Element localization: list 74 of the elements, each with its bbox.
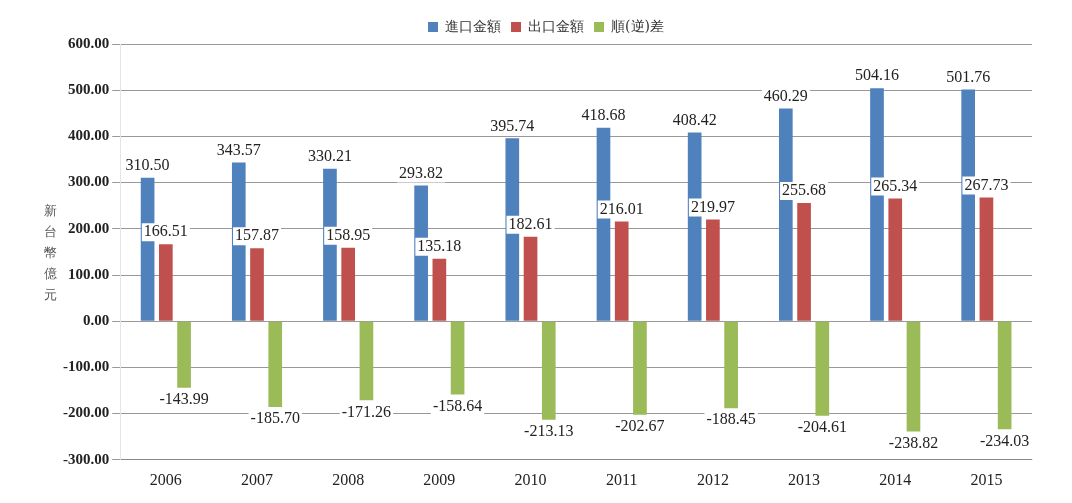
data-label: 219.97 [690,197,735,215]
y-tick-label: 200.00 [68,219,110,236]
data-label: 157.87 [235,226,280,244]
bar [268,321,283,407]
x-tick-label: 2015 [970,470,1003,488]
data-label: -202.67 [615,417,665,435]
data-label: 182.61 [508,215,553,233]
y-tick-label: 0.00 [83,312,110,329]
x-tick-label: 2009 [423,470,456,488]
bar [541,321,556,420]
data-label: 216.01 [599,199,644,217]
bar [432,258,447,321]
data-label: -188.45 [706,410,756,428]
y-tick-label: 300.00 [68,173,110,190]
data-label: 255.68 [782,181,827,199]
data-label: 343.57 [216,140,261,158]
data-label: 330.21 [307,146,352,164]
x-tick-label: 2014 [879,470,912,488]
bar [997,321,1012,430]
bar [633,321,647,415]
data-label: 501.76 [946,67,991,85]
x-tick-label: 2007 [241,470,274,488]
x-tick-label: 2008 [332,470,365,488]
y-tick-label: -300.00 [63,450,110,467]
legend-label: 出口金額 [528,17,585,34]
y-axis-title: 新台幣億元 [42,202,58,304]
bar [177,321,191,388]
bar [906,321,921,432]
bar [341,247,356,321]
data-label: 460.29 [763,86,808,104]
data-label: 408.42 [672,110,717,128]
data-label: -213.13 [524,421,574,439]
data-label: 166.51 [143,222,188,240]
data-label: 293.82 [399,163,444,181]
data-label: 310.50 [125,155,170,173]
data-label: 395.74 [490,116,535,134]
bar [797,203,811,321]
data-label: 418.68 [581,105,626,123]
bar [450,321,465,395]
bar [159,244,173,321]
x-tick-label: 2010 [514,470,547,488]
data-label: 158.95 [326,225,371,243]
data-label: -185.70 [250,409,300,427]
data-label: -143.99 [159,389,209,407]
bar [888,198,903,321]
data-label: -158.64 [432,396,483,414]
data-label: 265.34 [873,176,918,194]
y-tick-label: 600.00 [68,34,110,51]
bar [359,321,374,401]
y-tick-label: 500.00 [68,81,110,98]
data-label: 504.16 [855,66,899,84]
y-tick-label: -200.00 [63,404,110,421]
data-label: 267.73 [964,175,1009,193]
y-tick-label: 100.00 [68,265,110,282]
data-label: 135.18 [417,236,462,254]
legend-label: 進口金額 [445,17,502,34]
x-tick-label: 2006 [149,470,182,488]
y-tick-label: 400.00 [68,127,110,144]
data-label: -171.26 [341,402,392,420]
bar [250,248,264,321]
x-tick-label: 2012 [696,470,729,488]
x-tick-label: 2013 [788,470,821,488]
x-tick-label: 2011 [606,470,638,488]
bar [706,219,720,321]
bar [614,221,629,321]
bar [724,321,738,409]
legend-label: 順(逆)差 [611,17,664,34]
bar [979,197,994,321]
data-label: -204.61 [797,417,847,435]
bar [523,236,538,321]
data-label: -234.03 [979,431,1030,449]
y-tick-label: -100.00 [63,358,110,375]
data-label: -238.82 [888,433,939,451]
bar [815,321,830,416]
